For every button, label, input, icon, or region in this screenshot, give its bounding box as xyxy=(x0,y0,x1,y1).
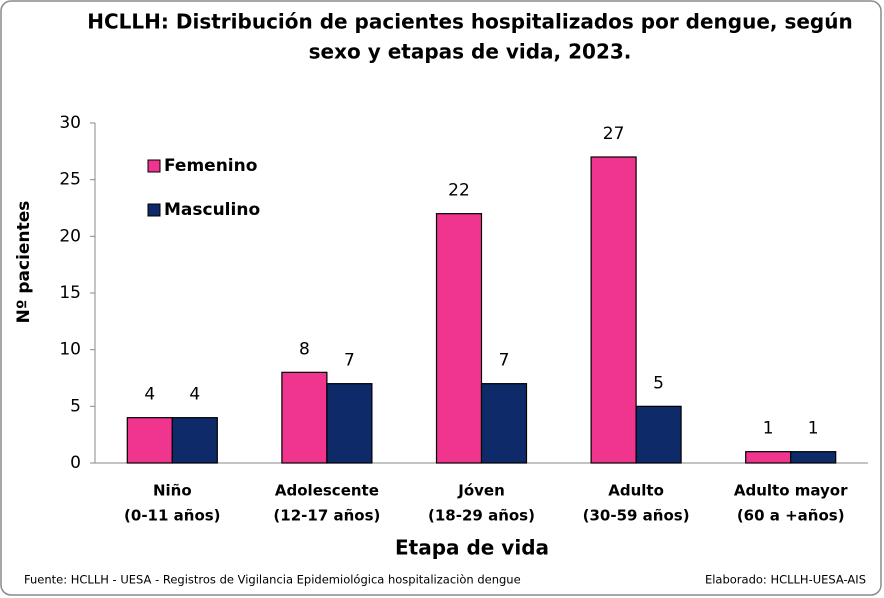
x-tick-label: Adulto xyxy=(608,482,664,500)
data-label: 8 xyxy=(299,339,310,359)
data-label: 1 xyxy=(808,419,819,439)
bar xyxy=(435,213,483,464)
x-tick-label: (60 a +años) xyxy=(737,507,845,525)
y-axis-title: Nº pacientes xyxy=(14,201,34,324)
x-tick-label: (18-29 años) xyxy=(428,507,535,525)
data-label: 7 xyxy=(499,351,510,371)
bar xyxy=(126,417,173,464)
data-label: 7 xyxy=(344,351,355,371)
x-axis-title: Etapa de vida xyxy=(395,536,549,560)
data-label: 4 xyxy=(144,385,155,405)
bar xyxy=(480,383,528,464)
data-label: 4 xyxy=(189,385,200,405)
bar xyxy=(281,371,328,464)
x-tick-label: Adulto mayor xyxy=(734,482,848,500)
bar xyxy=(745,451,792,464)
y-tick-label: 5 xyxy=(70,396,81,416)
bar xyxy=(171,417,218,464)
data-label: 22 xyxy=(448,181,470,201)
data-label: 27 xyxy=(603,124,625,144)
data-label: 5 xyxy=(653,373,664,393)
chart-title: sexo y etapas de vida, 2023. xyxy=(309,40,632,64)
x-tick-label: Niño xyxy=(153,482,192,500)
legend-swatch xyxy=(147,203,161,217)
y-tick-label: 0 xyxy=(70,453,81,473)
x-tick-label: (12-17 años) xyxy=(273,507,380,525)
y-tick-label: 30 xyxy=(59,113,81,133)
y-tick-label: 10 xyxy=(59,340,81,360)
bar xyxy=(326,383,373,464)
x-tick-label: (30-59 años) xyxy=(583,507,690,525)
legend-label: Femenino xyxy=(164,156,257,176)
bar xyxy=(635,405,682,464)
legend-label: Masculino xyxy=(164,200,260,220)
x-tick-label: Adolescente xyxy=(275,482,379,500)
y-tick-label: 25 xyxy=(59,170,81,190)
bar xyxy=(590,156,637,464)
y-tick-label: 20 xyxy=(59,226,81,246)
source: Fuente: HCLLH - UESA - Registros de Vigi… xyxy=(24,573,521,587)
credit: Elaborado: HCLLH-UESA-AIS xyxy=(705,573,866,587)
y-tick-label: 15 xyxy=(59,283,81,303)
x-tick-label: (0-11 años) xyxy=(124,507,221,525)
legend-swatch xyxy=(147,159,161,173)
x-tick-label: Jóven xyxy=(457,482,505,500)
bar xyxy=(790,451,837,464)
data-label: 1 xyxy=(763,419,774,439)
chart-title: HCLLH: Distribución de pacientes hospita… xyxy=(87,10,852,34)
